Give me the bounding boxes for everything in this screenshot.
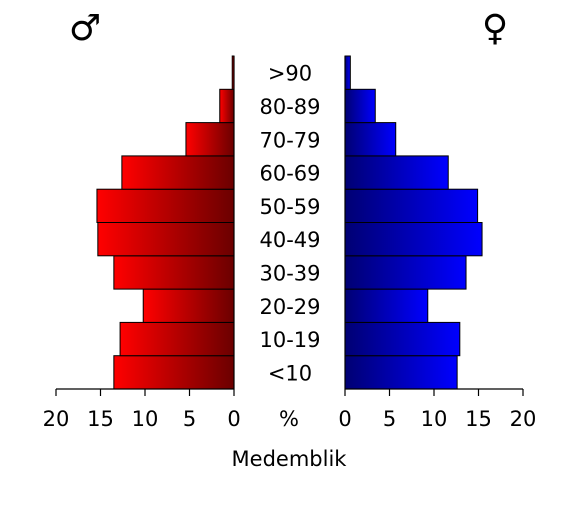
category-label: 10-19 [259,328,320,352]
chart-title: Medemblik [232,447,348,471]
bar [185,122,235,157]
x-axis-label: % [279,407,299,431]
bar [219,88,235,124]
x-tick-label: 5 [383,407,396,431]
x-tick-label: 0 [227,407,240,431]
bar [121,155,235,190]
category-label: 70-79 [259,128,320,152]
bar [344,155,449,190]
category-label: <10 [268,361,312,385]
category-label: >90 [268,62,312,86]
bar [119,321,235,357]
category-label: 60-69 [259,162,320,186]
x-tick-label: 15 [87,407,114,431]
bar [344,55,351,90]
x-tick-label: 10 [421,407,448,431]
bar [344,222,483,257]
x-tick-label: 20 [43,407,70,431]
bar [113,255,235,290]
x-tick-label: 20 [510,407,537,431]
bar [344,288,429,323]
legend-female: ♀ [482,8,508,49]
x-tick-label: 0 [338,407,351,431]
bar [97,222,235,257]
bar [344,321,461,357]
bar [142,288,235,323]
x-tick-label: 5 [183,407,196,431]
category-label: 80-89 [259,95,320,119]
x-tick-label: 15 [465,407,492,431]
bar [344,122,397,157]
category-label: 20-29 [259,295,320,319]
bar [344,88,376,124]
category-label: 30-39 [259,261,320,285]
bar [96,188,235,223]
category-label: 40-49 [259,228,320,252]
bar [113,355,235,390]
x-tick-label: 10 [132,407,159,431]
category-label: 50-59 [259,195,320,219]
bar [344,355,458,390]
bar [344,255,467,290]
legend-male: ♂ [69,8,101,49]
bar [344,188,479,223]
